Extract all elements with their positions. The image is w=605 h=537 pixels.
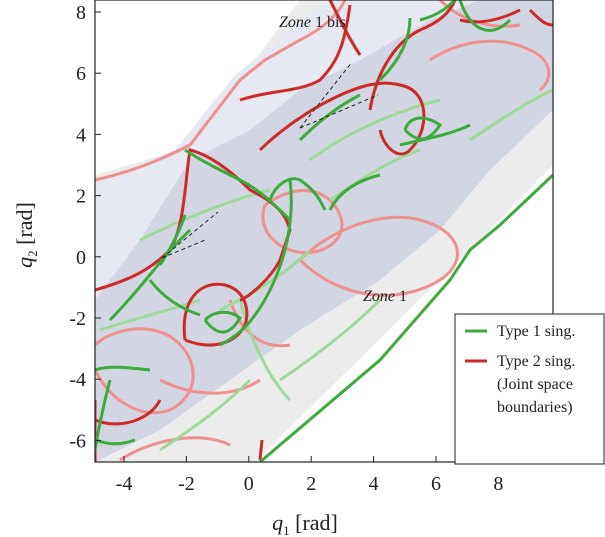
- x-tick-label: 6: [431, 473, 441, 495]
- x-axis-label: q1 [rad]: [272, 510, 338, 537]
- plot-area: [95, 0, 553, 462]
- x-tick-label: 2: [306, 473, 316, 495]
- y-tick-label: -6: [69, 430, 86, 452]
- empty-region-upper-left: [95, 0, 300, 175]
- dashed-lines: [161, 61, 379, 259]
- legend: Type 1 sing. Type 2 sing. (Joint space b…: [454, 313, 605, 465]
- x-tick-label: 0: [244, 473, 254, 495]
- type1-curves: [95, 0, 553, 462]
- y-tick-label: 6: [76, 63, 86, 85]
- y-axis-label: q2 [rad]: [12, 202, 40, 268]
- y-tick-marks: [95, 11, 101, 441]
- zone-bis-label: Zone 1 bis: [279, 14, 346, 31]
- type2-curves: [95, 0, 553, 462]
- x-tick-label: 8: [493, 473, 503, 495]
- legend-type1-label: Type 1 sing.: [497, 323, 575, 340]
- x-tick-label: -4: [116, 473, 133, 495]
- y-tick-label: 0: [76, 247, 86, 269]
- x-tick-label: -2: [178, 473, 195, 495]
- legend-type2-line1: Type 2 sing.: [497, 353, 575, 370]
- legend-type2-line2: (Joint space: [497, 376, 573, 393]
- x-tick-labels: -4 -2 0 2 4 6 8: [116, 473, 504, 495]
- y-tick-label: -2: [69, 308, 86, 330]
- zone-main-label: Zone 1: [363, 288, 407, 305]
- legend-type2-line3: boundaries): [497, 399, 573, 416]
- x-tick-label: 4: [369, 473, 379, 495]
- y-tick-label: 4: [76, 124, 86, 146]
- y-tick-labels: 8 6 4 2 0 -2 -4 -6: [69, 2, 86, 452]
- plot-frame: [94, 0, 554, 463]
- legend-box: [454, 313, 605, 465]
- y-tick-label: 2: [76, 186, 86, 208]
- y-tick-label: 8: [76, 2, 86, 24]
- y-tick-label: -4: [69, 369, 86, 391]
